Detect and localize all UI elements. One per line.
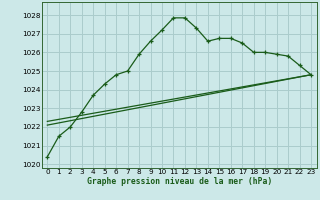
X-axis label: Graphe pression niveau de la mer (hPa): Graphe pression niveau de la mer (hPa)	[87, 177, 272, 186]
